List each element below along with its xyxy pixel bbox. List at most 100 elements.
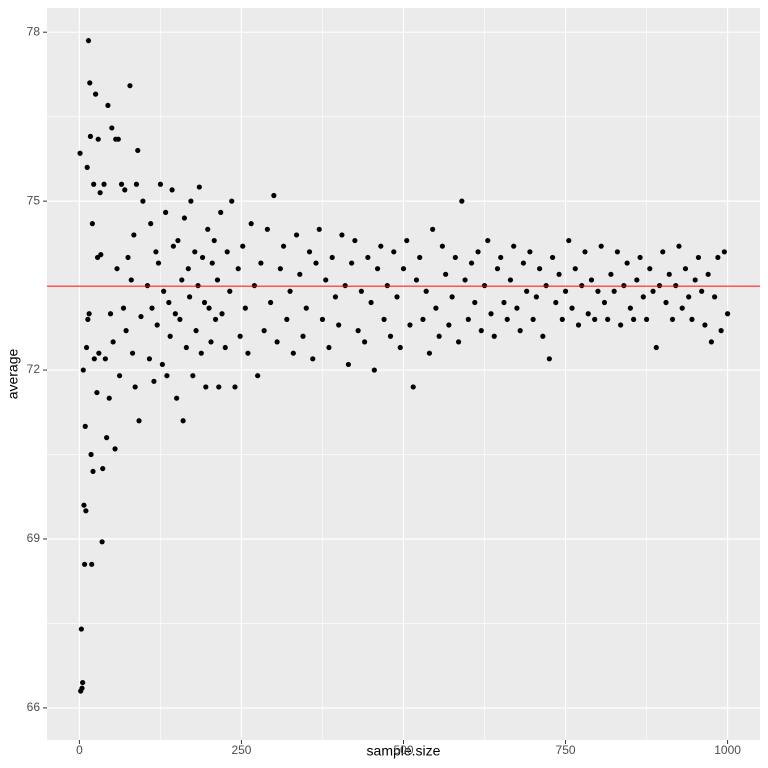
point bbox=[123, 328, 129, 334]
y-tick-label: 75 bbox=[27, 193, 41, 207]
point bbox=[498, 254, 504, 261]
point bbox=[384, 282, 390, 289]
point bbox=[329, 254, 335, 261]
point bbox=[537, 266, 543, 272]
point bbox=[699, 288, 705, 294]
point bbox=[358, 288, 364, 294]
point bbox=[718, 328, 724, 334]
point bbox=[245, 350, 251, 356]
point bbox=[180, 418, 186, 424]
point bbox=[682, 266, 689, 272]
point bbox=[608, 271, 614, 277]
point bbox=[316, 226, 322, 232]
point bbox=[138, 313, 144, 320]
point bbox=[530, 316, 536, 322]
point bbox=[91, 356, 97, 362]
point bbox=[559, 316, 565, 322]
point bbox=[261, 328, 267, 334]
point bbox=[82, 423, 88, 429]
point bbox=[120, 305, 127, 311]
point bbox=[465, 316, 471, 322]
point bbox=[89, 561, 95, 567]
point bbox=[433, 305, 439, 311]
point bbox=[643, 316, 650, 322]
point bbox=[237, 333, 243, 339]
point bbox=[588, 277, 595, 283]
point bbox=[546, 356, 552, 362]
point bbox=[501, 299, 507, 306]
point bbox=[179, 277, 185, 283]
point bbox=[475, 249, 481, 255]
point bbox=[618, 322, 624, 328]
point bbox=[81, 502, 87, 508]
y-axis-title: average bbox=[5, 348, 21, 399]
point bbox=[211, 237, 217, 244]
point bbox=[114, 266, 120, 272]
point bbox=[323, 277, 329, 283]
point bbox=[686, 294, 692, 300]
point bbox=[208, 339, 214, 345]
y-tick-label: 78 bbox=[27, 24, 41, 38]
point bbox=[430, 226, 436, 232]
point bbox=[232, 384, 238, 390]
point bbox=[154, 322, 160, 328]
point bbox=[605, 316, 611, 322]
point bbox=[724, 311, 731, 317]
point bbox=[218, 209, 224, 215]
point bbox=[229, 198, 235, 204]
point bbox=[125, 254, 131, 261]
point bbox=[556, 271, 562, 277]
y-tick-label: 66 bbox=[27, 700, 41, 714]
point bbox=[446, 322, 452, 328]
point bbox=[264, 226, 270, 232]
point bbox=[183, 344, 189, 351]
point bbox=[89, 221, 95, 227]
point bbox=[310, 356, 316, 362]
point bbox=[287, 288, 293, 294]
point bbox=[159, 361, 165, 368]
point bbox=[673, 282, 679, 289]
point bbox=[188, 198, 194, 204]
point bbox=[107, 311, 114, 317]
point bbox=[400, 266, 407, 272]
point bbox=[527, 249, 533, 255]
point bbox=[702, 322, 708, 328]
point bbox=[653, 344, 659, 351]
point bbox=[84, 164, 90, 170]
point bbox=[155, 260, 162, 266]
point bbox=[494, 266, 501, 272]
point bbox=[365, 254, 371, 261]
point bbox=[394, 294, 400, 300]
point bbox=[656, 282, 663, 289]
point bbox=[449, 294, 455, 300]
point bbox=[342, 282, 348, 289]
point bbox=[319, 316, 326, 322]
point bbox=[410, 384, 416, 390]
point bbox=[715, 254, 721, 261]
point bbox=[101, 181, 107, 187]
point bbox=[695, 254, 702, 261]
point bbox=[491, 333, 497, 339]
point bbox=[459, 198, 465, 204]
point bbox=[514, 305, 520, 311]
point bbox=[712, 294, 718, 300]
point bbox=[255, 373, 261, 379]
point bbox=[566, 237, 572, 244]
point bbox=[689, 316, 695, 322]
point bbox=[277, 266, 283, 272]
point bbox=[660, 249, 666, 255]
point bbox=[206, 305, 212, 311]
point bbox=[274, 339, 280, 345]
point bbox=[621, 282, 627, 289]
point bbox=[575, 322, 582, 328]
point bbox=[157, 181, 164, 187]
point bbox=[195, 282, 201, 289]
point bbox=[106, 395, 112, 401]
point bbox=[83, 344, 90, 351]
point bbox=[80, 367, 86, 373]
point bbox=[169, 187, 175, 193]
point bbox=[297, 271, 303, 277]
point bbox=[93, 91, 99, 97]
point bbox=[235, 266, 241, 272]
point bbox=[174, 395, 180, 401]
